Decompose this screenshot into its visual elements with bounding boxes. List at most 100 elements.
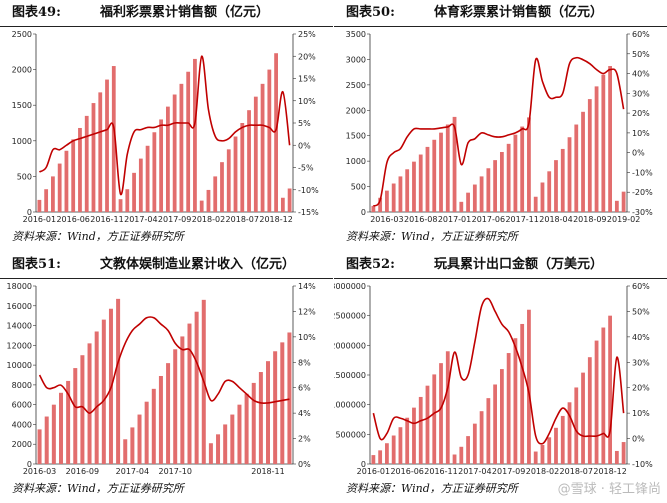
chart-title: 玩具累计出口金额（万美元） [434,257,604,272]
growth-line [372,56,625,207]
bar [547,437,552,464]
growth-line [38,55,291,196]
y-tick-label: 2000 [346,106,366,115]
bar [280,197,285,212]
bar [187,323,192,464]
y-tick-label: 500 [351,183,366,192]
bar [371,205,376,212]
x-tick-label: 2018-04 [539,215,572,224]
bar [527,309,531,464]
bar [398,176,403,212]
x-tick-label: 2018-12 [259,215,292,224]
bar [280,342,285,464]
chart-title-bar: 图表52: 玩具累计出口金额（万美元） [334,254,667,279]
bar [253,96,258,212]
bar [466,192,470,212]
bar [486,168,491,212]
y-tick-label: 2000 [12,66,32,75]
bar [145,145,150,212]
bar [533,196,538,212]
bar [405,417,410,464]
y2-tick-label: 5% [298,119,311,128]
bar [172,94,177,212]
y2-tick-label: 10% [298,97,316,106]
bar [385,190,389,212]
bar [554,160,558,212]
bar [601,327,606,464]
y2-tick-label: -15% [298,208,319,217]
y-tick-label: 2500 [346,81,366,90]
bar [554,427,558,464]
chart-label: 图表49: [12,5,61,20]
bar [173,349,178,464]
bar [506,353,511,464]
y2-tick-label: 15% [298,75,316,84]
bar [216,434,221,464]
bar [533,451,538,464]
x-tick-label: 2016-09 [66,467,99,476]
x-tick-label: 2017-04 [458,467,491,476]
y-tick-label: 0 [27,208,32,217]
bar [567,137,572,212]
y2-tick-label: 30% [632,89,650,98]
x-tick-label: 2017-04 [124,215,157,224]
bar [118,199,123,212]
y2-tick-label: 20% [632,384,650,393]
x-tick-label: 2017-06 [472,215,505,224]
bar [560,148,565,212]
bar [520,126,525,212]
bar [237,404,242,464]
bar [58,392,63,464]
watermark-text: @雪球 · 轻工锋尚 [557,482,661,497]
y2-tick-label: -30% [632,208,653,217]
chart-source: 资料来源：Wind，方正证券研究所 [12,230,184,243]
bar [621,191,626,212]
bar [208,443,213,464]
bar [513,134,518,212]
bar [452,116,457,212]
y2-tick-label: 14% [298,282,316,291]
bar [158,375,163,464]
bar [267,69,272,212]
x-tick-label: 2016-03 [370,215,403,224]
y2-tick-label: 50% [632,50,650,59]
chart-panel-51: 图表51: 文教体娱制造业累计收入（亿元） 0 2000 4000 6000 8000 1… [0,252,333,503]
bar [520,323,525,464]
x-tick-label: 2016-06 [390,467,423,476]
bar [287,332,292,464]
x-tick-label: 2016-08 [404,215,437,224]
bar [445,351,450,464]
bar [137,414,142,464]
bar [111,66,116,212]
x-tick-label: 2018-02 [526,467,559,476]
chart-source: 资料来源：Wind，方正证券研究所 [346,230,518,243]
bar [57,163,62,212]
bar [71,139,76,212]
bar [439,132,443,212]
bar [186,71,191,212]
bar [486,398,491,464]
y2-tick-label: 20% [298,52,316,61]
bar [152,132,157,212]
bar [105,79,109,212]
bar [445,124,450,212]
growth-line [38,316,290,414]
bar [418,396,423,464]
y2-tick-label: -10% [632,460,653,469]
y2-tick-label: 0% [298,460,311,469]
bar [213,176,218,212]
x-tick-label: 2016-11 [90,215,123,224]
bar [51,176,55,212]
bar [405,169,410,212]
bar [581,372,585,464]
bar [371,455,376,464]
bar [226,149,231,212]
chart-panel-50: 图表50: 体育彩票累计销售额（亿元） 0 500 1000 1500 2000 2500… [334,0,667,251]
y2-tick-label: 10% [632,129,650,138]
bar [94,331,99,464]
bar [472,184,477,212]
bar [194,311,199,464]
y-tick-label: 3500 [346,30,366,39]
bar [179,83,184,212]
bar [385,443,389,464]
